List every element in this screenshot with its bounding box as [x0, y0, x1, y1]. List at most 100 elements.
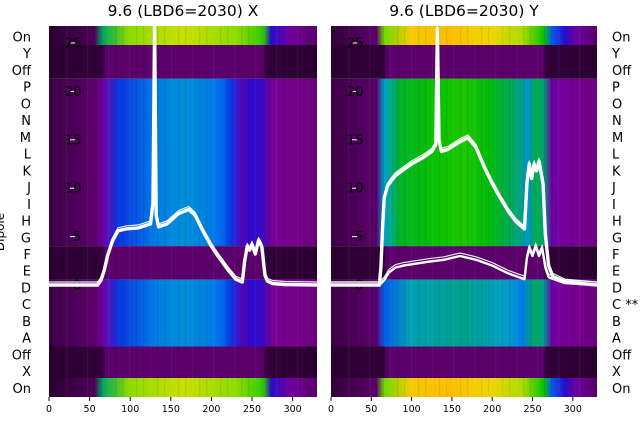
row-label-1-20: X	[22, 365, 31, 380]
heatmap-streak	[304, 26, 306, 397]
heatmap-streak	[52, 26, 54, 397]
heatmap-streak	[516, 26, 518, 397]
heatmap-streak	[537, 26, 539, 397]
heatmap-streak	[73, 26, 75, 397]
heatmap-streak	[474, 26, 476, 397]
row-label-2-12: G	[612, 231, 622, 246]
heatmap-streak	[341, 26, 343, 397]
row-label-1-12: G	[21, 231, 31, 246]
heatmap-streak	[558, 26, 560, 397]
heatmap-streak	[234, 26, 236, 397]
row-label-1-7: L	[24, 148, 32, 163]
heatmap-streak	[122, 26, 124, 397]
row-label-1-16: C	[22, 298, 31, 313]
heatmap-streak	[115, 26, 117, 397]
overlay-line-2-2-variant	[331, 242, 598, 283]
heatmap-streak	[171, 26, 173, 397]
row-label-1-0: On	[13, 31, 31, 46]
heatmap-streak	[108, 26, 110, 397]
heatmap-streak	[276, 26, 278, 397]
heatmap-streak	[523, 26, 525, 397]
row-label-2-18: A	[612, 332, 621, 347]
row-label-2-21: On	[612, 382, 630, 397]
heatmap-streak	[269, 26, 271, 397]
heatmap-streak	[502, 26, 504, 397]
heatmap-streak	[178, 26, 180, 397]
heatmap-streak	[143, 26, 145, 397]
heatmap-streak	[586, 26, 588, 397]
heatmap-band-bottom-panel-1	[49, 378, 317, 397]
heatmap-streak	[199, 26, 201, 397]
heatmap-streak	[362, 26, 364, 397]
heatmap-streak	[348, 26, 350, 397]
x-tick-label: 0	[328, 404, 334, 415]
heatmap-streak	[129, 26, 131, 397]
row-label-1-4: O	[21, 97, 31, 112]
heatmap-streak	[94, 26, 96, 397]
heatmap-streak	[565, 26, 567, 397]
row-label-2-2: Off	[612, 64, 632, 79]
row-label-2-5: N	[612, 114, 622, 129]
heatmap-streak	[355, 26, 357, 397]
heatmap-streak	[136, 26, 138, 397]
y-tick-label: 5	[355, 230, 363, 245]
heatmap-streak	[432, 26, 434, 397]
row-label-2-1: Y	[611, 47, 620, 62]
x-tick-label: 250	[523, 404, 541, 415]
overlay-line-2-1	[331, 26, 598, 287]
heatmap-band-off-bottom-panel-1	[49, 346, 317, 378]
heatmap-streak	[530, 26, 532, 397]
heatmap-streak	[481, 26, 483, 397]
heatmap-streak	[206, 26, 208, 397]
heatmap-streak	[467, 26, 469, 397]
row-label-2-9: J	[611, 181, 616, 196]
heatmap-streak	[87, 26, 89, 397]
row-label-2-4: O	[612, 97, 622, 112]
y-tick-label: 15	[347, 133, 364, 148]
row-label-2-19: Off	[612, 348, 632, 363]
overlay-line-2-1-variant	[331, 24, 598, 283]
heatmap-band-gap-panel-2	[331, 246, 597, 280]
heatmap-band-gap-panel-1	[49, 246, 317, 280]
heatmap-band-upper-panel-1	[49, 78, 317, 247]
heatmap-streak	[297, 26, 299, 397]
x-tick-label: 50	[365, 404, 377, 415]
y-tick-label: 25	[347, 37, 364, 52]
x-tick-label: 50	[84, 404, 96, 415]
row-label-2-17: B	[612, 315, 621, 330]
y-tick-label: 25	[65, 37, 82, 52]
row-label-1-13: F	[24, 248, 31, 263]
row-label-2-15: D	[612, 281, 622, 296]
y-axis-label: Dipole	[0, 213, 7, 251]
y-tick-label: 10	[347, 182, 364, 197]
row-label-2-11: H	[612, 215, 622, 230]
x-tick-label: 100	[403, 404, 421, 415]
row-label-1-19: Off	[12, 348, 32, 363]
row-label-1-11: H	[21, 215, 31, 230]
row-label-2-10: I	[612, 198, 616, 213]
heatmap-streak	[460, 26, 462, 397]
row-label-1-9: J	[26, 181, 31, 196]
heatmap-streak	[227, 26, 229, 397]
heatmap-streak	[213, 26, 215, 397]
heatmap-streak	[551, 26, 553, 397]
x-tick-label: 250	[243, 404, 261, 415]
row-label-1-17: B	[22, 315, 31, 330]
row-label-2-0: On	[612, 31, 630, 46]
y-tick-label: 5	[73, 230, 81, 245]
heatmap-band-upper-panel-2	[331, 78, 597, 247]
heatmap-streak	[66, 26, 68, 397]
heatmap-streak	[572, 26, 574, 397]
heatmap-streak	[404, 26, 406, 397]
row-label-2-7: L	[612, 148, 620, 163]
heatmap-streak	[311, 26, 313, 397]
row-label-2-14: E	[612, 265, 620, 280]
heatmap-band-off-top-panel-2	[331, 45, 597, 79]
row-label-2-13: F	[612, 248, 619, 263]
row-label-1-3: P	[23, 81, 31, 96]
row-label-1-5: N	[21, 114, 31, 129]
heatmap-band-off-top-panel-1	[49, 45, 317, 79]
heatmap-streak	[397, 26, 399, 397]
y-tick-label: 20	[65, 85, 82, 100]
